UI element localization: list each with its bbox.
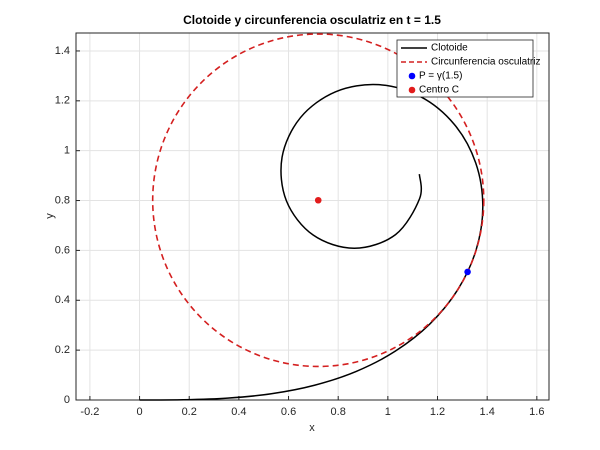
x-tick-label: 1 xyxy=(385,406,391,418)
x-tick-label: 0 xyxy=(137,406,143,418)
legend-marker xyxy=(408,72,416,80)
x-tick-label: 0.8 xyxy=(331,406,346,418)
legend-box xyxy=(396,39,534,98)
x-tick-label: 1.6 xyxy=(529,406,544,418)
x-tick-label: 0.4 xyxy=(231,406,246,418)
x-tick-label: 1.2 xyxy=(430,406,445,418)
y-tick-label: 1.2 xyxy=(55,95,70,107)
legend-label: P = γ(1.5) xyxy=(419,71,462,82)
legend-label: Centro C xyxy=(419,85,459,96)
y-axis-label: y xyxy=(44,213,56,219)
x-tick-label: 1.4 xyxy=(480,406,495,418)
y-tick-label: 0.2 xyxy=(55,344,70,356)
legend: Clotoide Circunferencia osculatriz P = γ(1… xyxy=(396,39,541,98)
osculating-circle xyxy=(151,33,485,368)
chart-title: Clotoide y circunferencia osculatriz en … xyxy=(183,13,441,27)
legend-label: Circunferencia osculatriz xyxy=(431,57,541,68)
y-tick-label: 0 xyxy=(64,394,70,406)
y-tick-label: 0.8 xyxy=(55,194,70,206)
curve xyxy=(139,83,484,401)
x-tick-label: 0.6 xyxy=(281,406,296,418)
y-tick-label: 0.4 xyxy=(55,294,70,306)
x-axis-label: x xyxy=(309,422,315,434)
point xyxy=(314,196,322,204)
plot-frame xyxy=(75,32,550,401)
x-tick-label: -0.2 xyxy=(80,406,99,418)
y-tick-label: 1.4 xyxy=(55,45,70,57)
x-tick-label: 0.2 xyxy=(182,406,197,418)
legend-label: Clotoide xyxy=(431,43,468,54)
point xyxy=(464,268,471,276)
y-tick-label: 1 xyxy=(64,145,70,157)
legend-marker xyxy=(408,86,416,94)
y-tick-label: 0.6 xyxy=(55,244,70,256)
